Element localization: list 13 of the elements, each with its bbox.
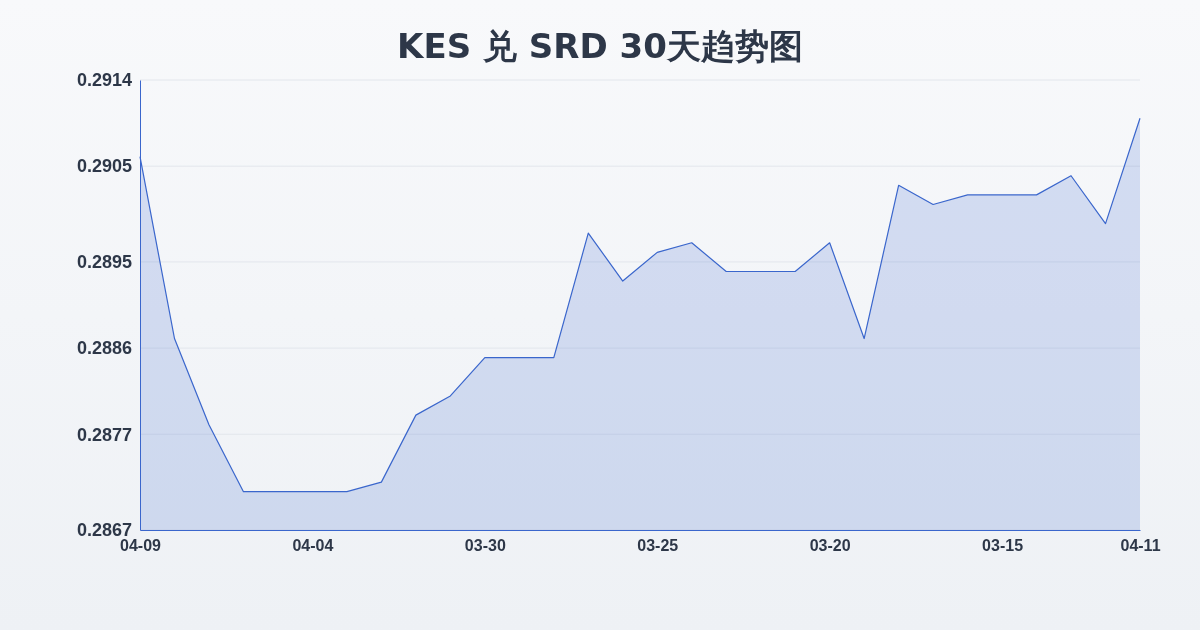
x-tick-label: 04-11: [1120, 537, 1161, 555]
y-tick-label: 0.2905: [76, 156, 132, 177]
x-tick-label: 04-09: [120, 537, 162, 555]
y-tick-label: 0.2914: [76, 70, 132, 91]
x-tick-label: 03-15: [982, 537, 1024, 555]
x-tick-label: 03-25: [637, 537, 679, 555]
y-tick-label: 0.2895: [76, 252, 132, 273]
chart-title: KES 兑 SRD 30天趋势图: [397, 26, 803, 66]
x-tick-label: 03-20: [809, 537, 851, 555]
y-tick-label: 0.2886: [76, 338, 132, 359]
x-tick-label: 04-04: [292, 537, 334, 555]
x-tick-label: 03-30: [464, 537, 506, 555]
y-tick-label: 0.2877: [76, 424, 132, 445]
